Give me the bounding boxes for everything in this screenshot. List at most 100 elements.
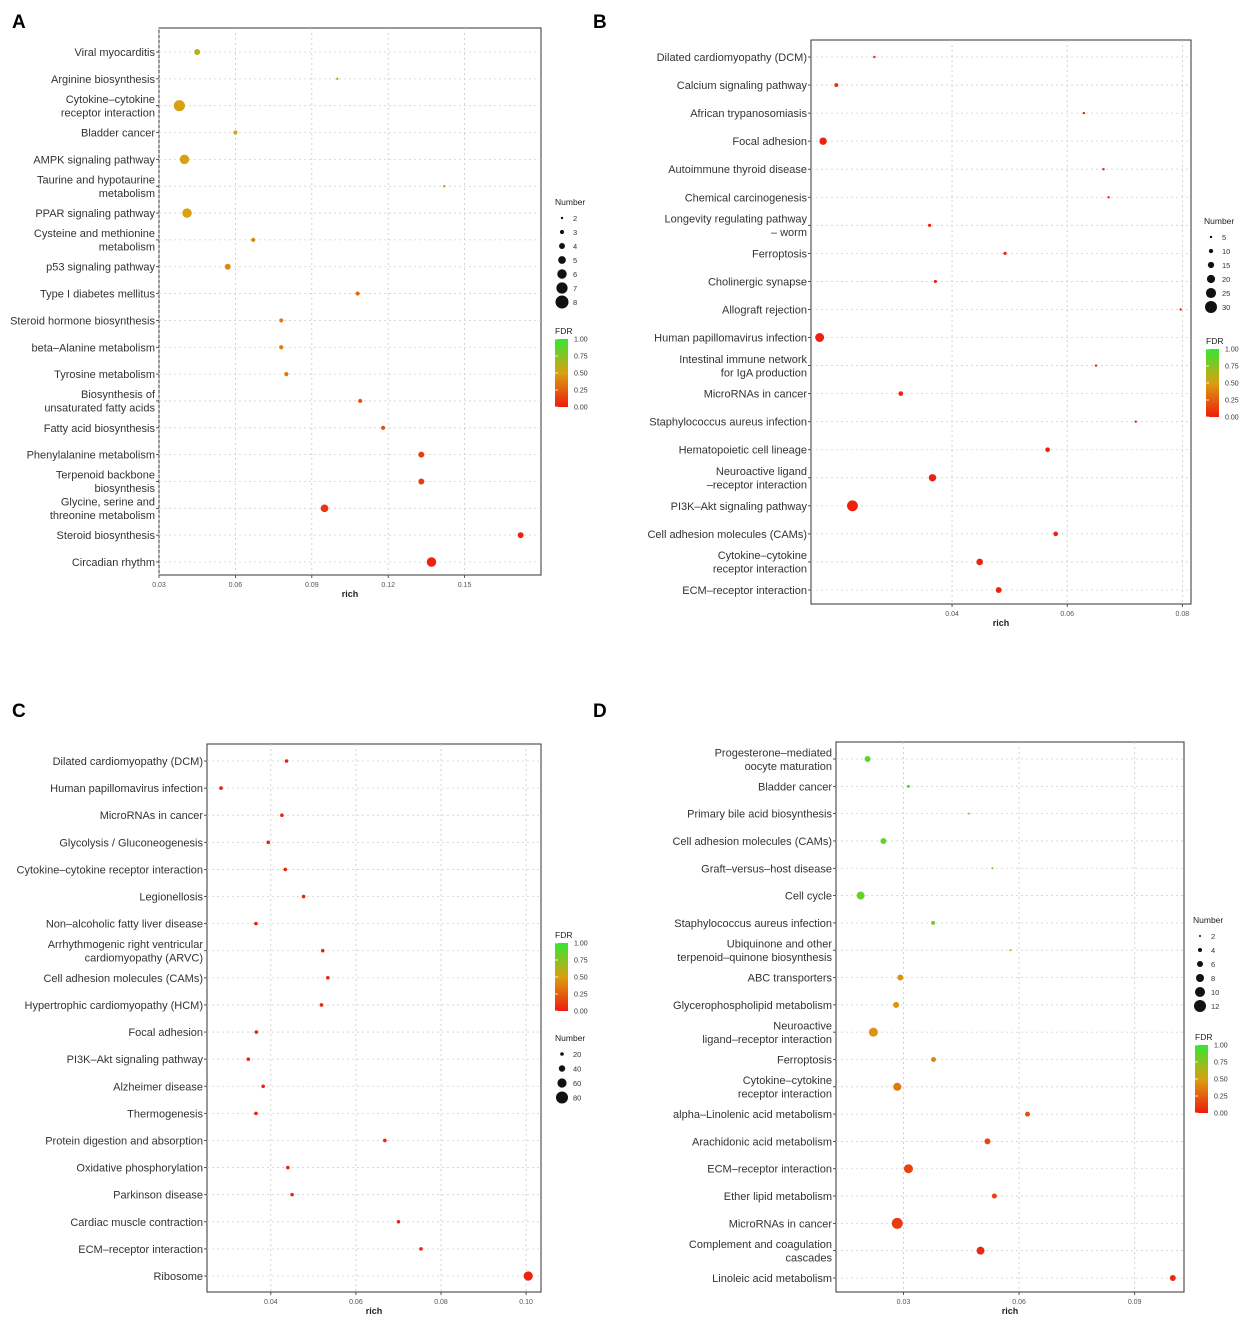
y-category-label: ECM–receptor interaction: [707, 1164, 832, 1176]
x-tick-label: 0.15: [458, 582, 472, 589]
y-category-label: Arachidonic acid metabolism: [692, 1136, 832, 1148]
y-category-label: receptor interaction: [713, 564, 807, 576]
y-category-label: Ferroptosis: [752, 248, 808, 260]
data-point: [967, 812, 970, 815]
y-category-label: Bladder cancer: [81, 128, 155, 140]
panel-a: A 0.03 0.06 0.09 0.12 0.15 Viral myocarditis Ar…: [10, 12, 588, 599]
size-legend-dot: [1195, 987, 1205, 997]
data-point: [893, 1001, 900, 1008]
data-point: [933, 279, 937, 284]
size-legend-label: 5: [573, 256, 577, 265]
size-legend-dot: [557, 1078, 567, 1088]
data-point: [880, 837, 887, 844]
y-category-label: PI3K–Akt signaling pathway: [67, 1054, 204, 1066]
y-category-label: Tyrosine metabolism: [54, 369, 155, 381]
size-legend-label: 8: [1211, 974, 1215, 983]
size-legend-dot: [559, 243, 565, 249]
size-legend-label: 25: [1222, 289, 1230, 298]
fdr-colorbar: [1206, 349, 1219, 417]
fdr-legend-label: 0.50: [574, 371, 588, 378]
data-point: [251, 237, 256, 242]
data-point: [523, 1271, 533, 1281]
fdr-legend-label: 1.00: [1225, 347, 1239, 354]
data-point: [319, 1003, 324, 1007]
panel-label: A: [12, 12, 26, 33]
y-category-label: Steroid hormone biosynthesis: [10, 315, 155, 327]
y-category-label: Dilated cardiomyopathy (DCM): [53, 756, 203, 768]
size-legend-label: 2: [1211, 932, 1215, 941]
data-point: [396, 1219, 401, 1224]
fdr-legend-title: FDR: [1195, 1032, 1212, 1042]
size-legend-dot: [560, 1052, 564, 1056]
y-category-label: ECM–receptor interaction: [682, 585, 807, 597]
y-category-label: PPAR signaling pathway: [35, 208, 155, 220]
data-point: [897, 974, 904, 981]
size-legend-label: 20: [1222, 275, 1230, 284]
y-category-label: Staphylococcus aureus infection: [674, 918, 832, 930]
x-tick-label: 0.10: [519, 1299, 533, 1306]
data-point: [928, 223, 932, 227]
data-point: [984, 1138, 991, 1145]
y-category-label: Glycolysis / Gluconeogenesis: [59, 837, 203, 849]
y-category-label: Neuroactive ligand: [716, 466, 807, 478]
size-legend-label: 10: [1222, 247, 1230, 256]
y-category-label: Non–alcoholic fatty liver disease: [46, 919, 203, 931]
y-category-label: Chemical carcinogenesis: [685, 192, 808, 204]
data-point: [355, 291, 360, 296]
x-tick-label: 0.09: [305, 582, 319, 589]
y-category-label: Progesterone–mediated: [715, 747, 832, 759]
y-category-label: Glycine, serine and: [61, 497, 155, 509]
y-category-label: Cell cycle: [785, 891, 832, 903]
y-category-label: metabolism: [99, 188, 155, 200]
size-legend-title: Number: [1193, 915, 1223, 925]
y-category-label: Phenylalanine metabolism: [27, 450, 155, 462]
y-category-label: ligand–receptor interaction: [702, 1034, 832, 1046]
y-category-label: metabolism: [99, 242, 155, 254]
size-legend-label: 80: [573, 1094, 581, 1103]
data-point: [254, 1030, 259, 1034]
y-category-label: PI3K–Akt signaling pathway: [671, 501, 808, 513]
data-point: [419, 1247, 423, 1251]
size-legend-label: 60: [573, 1079, 581, 1088]
y-category-label: Cholinergic synapse: [708, 276, 807, 288]
data-point: [284, 759, 289, 763]
y-category-label: for IgA production: [721, 367, 807, 379]
data-point: [254, 1111, 258, 1116]
data-point: [326, 976, 330, 980]
data-point: [301, 894, 306, 899]
panel-label: B: [593, 12, 607, 33]
size-legend-label: 30: [1222, 303, 1230, 312]
data-point: [443, 185, 446, 188]
fdr-legend-label: 0.25: [574, 388, 588, 395]
x-axis-title: rich: [366, 1306, 383, 1316]
data-point: [1025, 1111, 1031, 1117]
data-point: [906, 784, 910, 788]
fdr-legend-label: 0.25: [1225, 398, 1239, 405]
data-point: [1045, 447, 1050, 453]
y-category-label: Biosynthesis of: [81, 389, 156, 401]
data-point: [1009, 949, 1012, 952]
data-point: [173, 100, 185, 112]
data-point: [284, 372, 289, 377]
fdr-legend-label: 1.00: [1214, 1043, 1228, 1050]
size-legend-dot: [556, 282, 568, 294]
data-point: [194, 49, 201, 55]
data-point: [1094, 364, 1098, 367]
y-category-label: Legionellosis: [139, 892, 203, 904]
data-point: [358, 398, 363, 404]
fdr-legend-label: 1.00: [574, 337, 588, 344]
data-point: [864, 756, 871, 762]
data-point: [891, 1217, 903, 1229]
fdr-legend-label: 0.00: [574, 405, 588, 412]
fdr-colorbar: [555, 339, 568, 407]
data-point: [903, 1164, 913, 1174]
size-legend-dot: [558, 256, 566, 264]
x-axis-title: rich: [1002, 1306, 1019, 1316]
data-point: [856, 891, 865, 900]
data-point: [261, 1084, 265, 1089]
size-legend-dot: [1207, 261, 1215, 269]
panel-c: C 0.04 0.06 0.08 0.10 Dilated cardiomyopathy …: [12, 701, 588, 1316]
y-category-label: African trypanosomiasis: [690, 108, 807, 120]
size-legend-label: 3: [573, 228, 577, 237]
plot-area: [835, 741, 1185, 1293]
